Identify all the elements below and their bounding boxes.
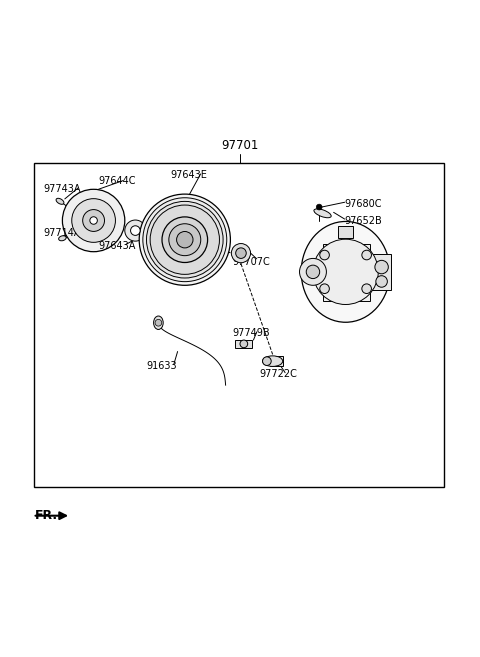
Ellipse shape [56, 198, 64, 204]
Ellipse shape [240, 340, 248, 348]
Text: 97680C: 97680C [345, 198, 382, 209]
Circle shape [150, 205, 219, 275]
Text: 97722C: 97722C [259, 369, 297, 379]
Circle shape [139, 194, 230, 285]
Circle shape [62, 189, 125, 252]
Text: 97644C: 97644C [98, 175, 136, 186]
Circle shape [306, 265, 320, 279]
Text: 97743A: 97743A [43, 185, 81, 194]
Circle shape [316, 204, 322, 210]
Circle shape [155, 319, 162, 326]
Circle shape [362, 284, 372, 294]
Circle shape [83, 210, 105, 231]
Circle shape [125, 220, 146, 241]
Text: 97643E: 97643E [170, 170, 207, 180]
Circle shape [375, 260, 388, 274]
Text: 97707C: 97707C [233, 258, 271, 267]
Text: 91633: 91633 [146, 361, 177, 371]
Circle shape [320, 284, 329, 294]
Circle shape [146, 202, 223, 278]
Ellipse shape [314, 209, 331, 217]
Circle shape [131, 226, 140, 235]
Circle shape [313, 239, 378, 304]
Circle shape [177, 231, 193, 248]
Circle shape [72, 198, 116, 242]
Ellipse shape [263, 356, 283, 367]
Ellipse shape [263, 357, 271, 365]
Text: 97714A: 97714A [43, 227, 81, 237]
Circle shape [90, 217, 97, 224]
Bar [372, 254, 391, 290]
Text: FR.: FR. [35, 509, 58, 522]
Text: 97749B: 97749B [233, 328, 270, 338]
Circle shape [143, 198, 227, 282]
Circle shape [320, 250, 329, 260]
Bar [34, 163, 444, 487]
Bar [338, 226, 353, 238]
Circle shape [236, 248, 246, 258]
Circle shape [169, 224, 201, 256]
Circle shape [162, 217, 208, 263]
Ellipse shape [59, 236, 66, 240]
Text: 97652B: 97652B [345, 215, 383, 225]
Circle shape [231, 244, 251, 263]
Bar [323, 244, 370, 301]
Bar [270, 356, 283, 367]
Text: 97701: 97701 [221, 139, 259, 152]
Text: 97643A: 97643A [98, 241, 136, 251]
Ellipse shape [301, 221, 390, 323]
Ellipse shape [154, 316, 163, 329]
Circle shape [376, 276, 387, 287]
Circle shape [300, 258, 326, 285]
Circle shape [362, 250, 372, 260]
Bar [235, 340, 252, 348]
